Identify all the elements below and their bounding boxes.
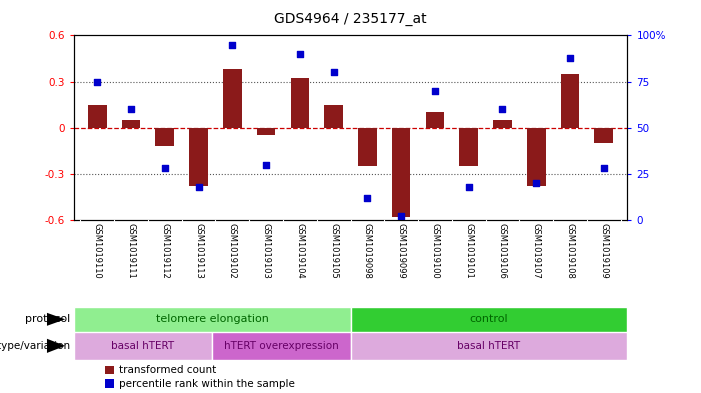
Bar <box>88 105 107 128</box>
Point <box>362 195 373 201</box>
Text: GSM1019098: GSM1019098 <box>363 223 372 279</box>
Text: telomere elongation: telomere elongation <box>156 314 268 324</box>
Bar <box>358 128 376 166</box>
Bar <box>459 128 478 166</box>
Bar <box>189 128 207 186</box>
Text: percentile rank within the sample: percentile rank within the sample <box>119 379 295 389</box>
Bar <box>212 332 350 360</box>
Point <box>193 184 204 190</box>
Point <box>159 165 170 171</box>
Bar <box>350 307 627 332</box>
Text: basal hTERT: basal hTERT <box>457 341 521 351</box>
Point <box>531 180 542 186</box>
Point <box>125 106 137 112</box>
Point <box>294 51 306 57</box>
Point <box>92 79 103 85</box>
Polygon shape <box>47 339 65 353</box>
Text: GSM1019102: GSM1019102 <box>228 223 237 278</box>
Point <box>226 41 238 48</box>
Text: basal hTERT: basal hTERT <box>111 341 175 351</box>
Text: GDS4964 / 235177_at: GDS4964 / 235177_at <box>274 12 427 26</box>
Text: GSM1019112: GSM1019112 <box>161 223 169 278</box>
Bar <box>223 69 242 128</box>
Text: GSM1019107: GSM1019107 <box>532 223 540 279</box>
Text: GSM1019113: GSM1019113 <box>194 223 203 279</box>
Text: GSM1019100: GSM1019100 <box>430 223 440 278</box>
Bar <box>325 105 343 128</box>
Text: GSM1019105: GSM1019105 <box>329 223 338 278</box>
Bar <box>74 332 212 360</box>
Bar <box>290 79 309 128</box>
Polygon shape <box>47 313 65 326</box>
Text: hTERT overexpression: hTERT overexpression <box>224 341 339 351</box>
Point <box>395 213 407 220</box>
Bar <box>74 307 351 332</box>
Text: transformed count: transformed count <box>119 365 217 375</box>
Text: GSM1019103: GSM1019103 <box>261 223 271 279</box>
Point <box>463 184 475 190</box>
Bar <box>561 74 579 128</box>
Text: GSM1019109: GSM1019109 <box>599 223 608 278</box>
Text: GSM1019108: GSM1019108 <box>566 223 575 279</box>
Text: GSM1019111: GSM1019111 <box>126 223 135 278</box>
Bar <box>350 332 627 360</box>
Point <box>564 54 576 61</box>
Text: GSM1019099: GSM1019099 <box>397 223 406 278</box>
Text: GSM1019110: GSM1019110 <box>93 223 102 278</box>
Bar <box>527 128 545 186</box>
Point <box>598 165 609 171</box>
Text: protocol: protocol <box>25 314 70 324</box>
Point <box>328 69 339 75</box>
Text: GSM1019104: GSM1019104 <box>295 223 304 278</box>
Bar <box>156 128 174 146</box>
Bar <box>426 112 444 128</box>
Bar <box>257 128 275 136</box>
Point <box>429 88 440 94</box>
Point <box>497 106 508 112</box>
Bar <box>594 128 613 143</box>
Text: control: control <box>470 314 508 324</box>
Bar <box>494 120 512 128</box>
Point <box>261 162 272 168</box>
Text: GSM1019101: GSM1019101 <box>464 223 473 278</box>
Text: genotype/variation: genotype/variation <box>0 341 70 351</box>
Text: GSM1019106: GSM1019106 <box>498 223 507 279</box>
Bar <box>122 120 140 128</box>
Bar <box>392 128 411 217</box>
